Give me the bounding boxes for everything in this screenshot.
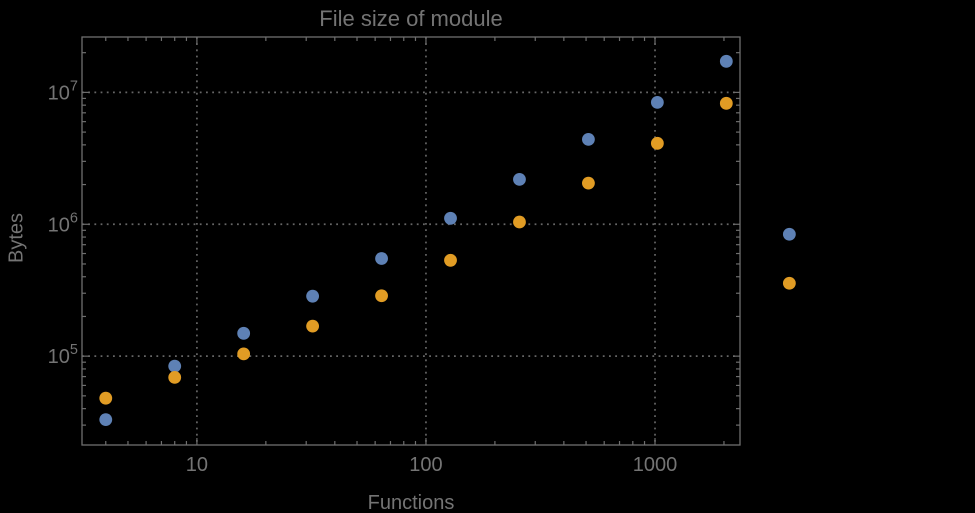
data-point-series-1-blue-x3860	[782, 227, 796, 241]
chart-title: File size of module	[319, 6, 503, 31]
data-point-series-1-blue-x128	[444, 211, 457, 225]
plot-frame	[81, 36, 741, 446]
data-point-series-2-orange-x256	[513, 215, 526, 229]
data-point-series-2-orange-x64	[375, 289, 388, 303]
y-tick-label-10e5: 105	[48, 342, 78, 368]
data-point-series-1-blue-x16	[237, 326, 251, 340]
data-point-series-1-blue-x8	[168, 359, 182, 373]
x-tick-label-10: 10	[186, 454, 208, 476]
y-tick-label-10e7: 107	[48, 78, 78, 104]
data-point-series-1-blue-x1024	[650, 95, 664, 109]
data-point-series-2-orange-x4	[99, 391, 113, 405]
data-point-series-1-blue-x2048	[719, 54, 733, 68]
y-tick-label-10e6: 106	[48, 210, 78, 236]
data-point-series-2-orange-x2048	[719, 96, 733, 110]
y-axis-label: Bytes	[5, 212, 28, 264]
data-point-series-1-blue-x256	[513, 172, 526, 186]
data-point-series-1-blue-x64	[375, 252, 388, 265]
data-point-series-2-orange-x16	[237, 347, 251, 361]
data-point-series-2-orange-x3860	[782, 276, 796, 290]
data-point-series-2-orange-x1024	[650, 136, 664, 150]
data-point-series-2-orange-x8	[168, 371, 182, 384]
data-point-series-2-orange-x512	[582, 176, 595, 190]
data-point-series-1-blue-x4	[99, 413, 113, 427]
x-tick-label-100: 100	[409, 454, 442, 476]
data-point-series-1-blue-x512	[582, 133, 595, 146]
data-point-series-2-orange-x32	[306, 319, 320, 333]
x-tick-label-1000: 1000	[633, 454, 678, 476]
data-point-series-1-blue-x32	[306, 289, 320, 303]
data-point-series-2-orange-x128	[444, 253, 457, 267]
x-axis-label: Functions	[367, 492, 455, 513]
